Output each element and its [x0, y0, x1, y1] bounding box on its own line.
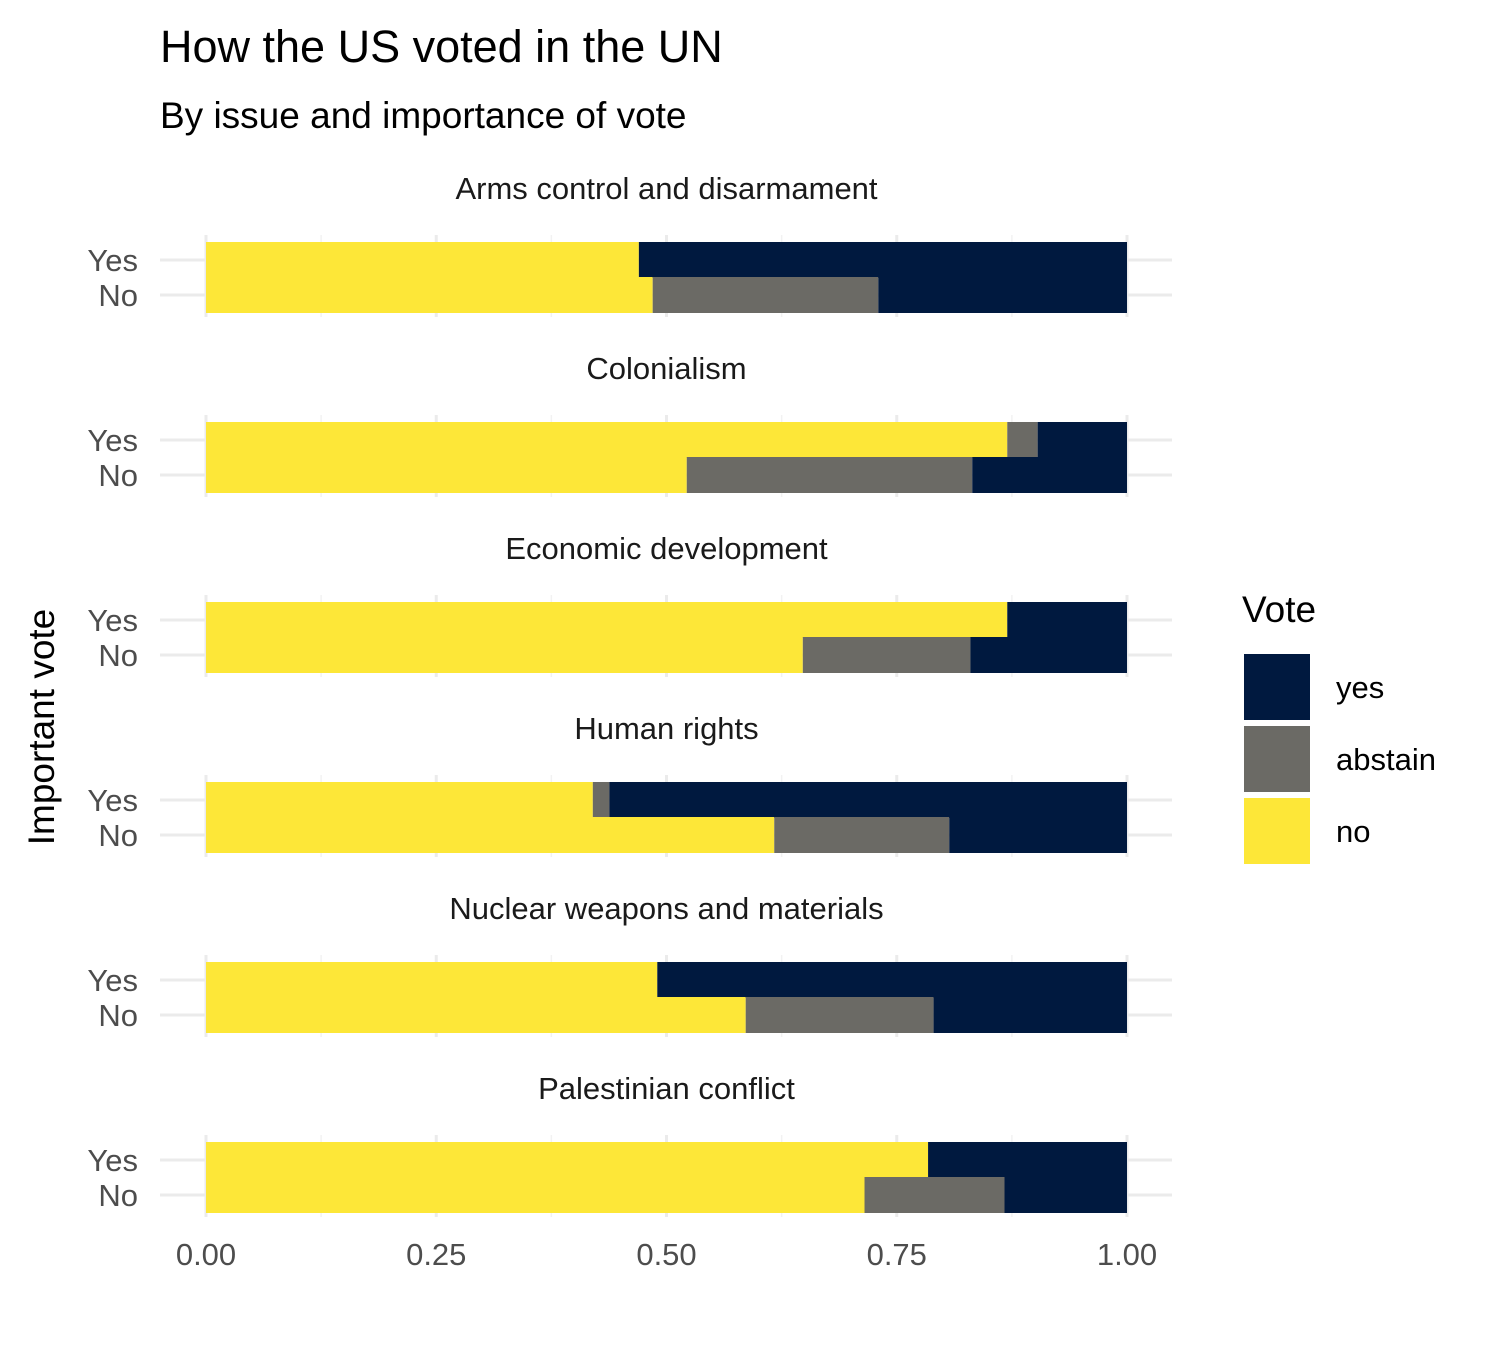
y-tick-label: No — [98, 458, 138, 493]
bar-segment-yes — [1007, 602, 1127, 638]
y-tick-label: No — [98, 638, 138, 673]
bar-segment-no — [206, 277, 653, 313]
bar-segment-no — [206, 242, 639, 278]
facet-panels: Arms control and disarmamentYesNoColonia… — [87, 171, 1172, 1217]
bar-segment-yes — [1004, 1177, 1127, 1213]
legend-label: yes — [1336, 670, 1384, 705]
bar-segment-abstain — [592, 782, 610, 818]
y-tick-label: Yes — [87, 963, 138, 998]
bar-segment-abstain — [1007, 422, 1038, 458]
bar-segment-no — [206, 1177, 865, 1213]
legend: Vote yes abstain no — [1242, 589, 1436, 864]
facet-title: Palestinian conflict — [538, 1071, 795, 1106]
x-tick-label: 0.50 — [636, 1237, 696, 1272]
bar-segment-no — [206, 422, 1008, 458]
y-tick-label: No — [98, 818, 138, 853]
x-tick-label: 0.25 — [406, 1237, 466, 1272]
bar-segment-yes — [928, 1142, 1127, 1178]
bar-segment-yes — [970, 637, 1127, 673]
bar-segment-yes — [933, 997, 1127, 1033]
bar-segment-yes — [638, 242, 1127, 278]
x-tick-label: 0.75 — [867, 1237, 927, 1272]
bar-segment-abstain — [864, 1177, 1005, 1213]
chart-subtitle: By issue and importance of vote — [160, 95, 687, 136]
y-tick-label: Yes — [87, 243, 138, 278]
legend-key-no — [1244, 798, 1310, 864]
bar-segment-no — [206, 997, 746, 1033]
y-tick-label: Yes — [87, 603, 138, 638]
facet-title: Colonialism — [586, 351, 746, 386]
legend-title: Vote — [1242, 589, 1316, 630]
bar-segment-no — [206, 457, 687, 493]
bar-segment-abstain — [745, 997, 934, 1033]
bar-segment-abstain — [802, 637, 971, 673]
bar-segment-abstain — [774, 817, 950, 853]
bar-segment-no — [206, 1142, 929, 1178]
bar-segment-no — [206, 637, 803, 673]
bar-segment-yes — [972, 457, 1127, 493]
y-axis-title: Important vote — [21, 609, 62, 846]
bar-segment-yes — [609, 782, 1127, 818]
bar-segment-yes — [657, 962, 1127, 998]
bar-segment-no — [206, 962, 658, 998]
legend-key-abstain — [1244, 726, 1310, 792]
bar-segment-yes — [1037, 422, 1127, 458]
y-tick-label: No — [98, 278, 138, 313]
bar-segment-yes — [878, 277, 1127, 313]
x-axis: 0.00 0.25 0.50 0.75 1.00 — [176, 1237, 1157, 1272]
legend-label: no — [1336, 814, 1370, 849]
x-tick-label: 1.00 — [1097, 1237, 1157, 1272]
y-tick-label: Yes — [87, 783, 138, 818]
y-tick-label: Yes — [87, 1143, 138, 1178]
bar-segment-abstain — [652, 277, 879, 313]
y-tick-label: Yes — [87, 423, 138, 458]
x-tick-label: 0.00 — [176, 1237, 236, 1272]
facet-title: Nuclear weapons and materials — [449, 891, 883, 926]
legend-key-yes — [1244, 654, 1310, 720]
facet-title: Economic development — [505, 531, 828, 566]
bar-segment-no — [206, 817, 775, 853]
chart-title: How the US voted in the UN — [160, 21, 723, 72]
facet-title: Arms control and disarmament — [455, 171, 877, 206]
bar-segment-no — [206, 602, 1008, 638]
y-tick-label: No — [98, 1178, 138, 1213]
legend-label: abstain — [1336, 742, 1436, 777]
bar-segment-yes — [949, 817, 1127, 853]
bar-segment-abstain — [686, 457, 973, 493]
y-tick-label: No — [98, 998, 138, 1033]
facet-title: Human rights — [574, 711, 758, 746]
bar-segment-no — [206, 782, 593, 818]
